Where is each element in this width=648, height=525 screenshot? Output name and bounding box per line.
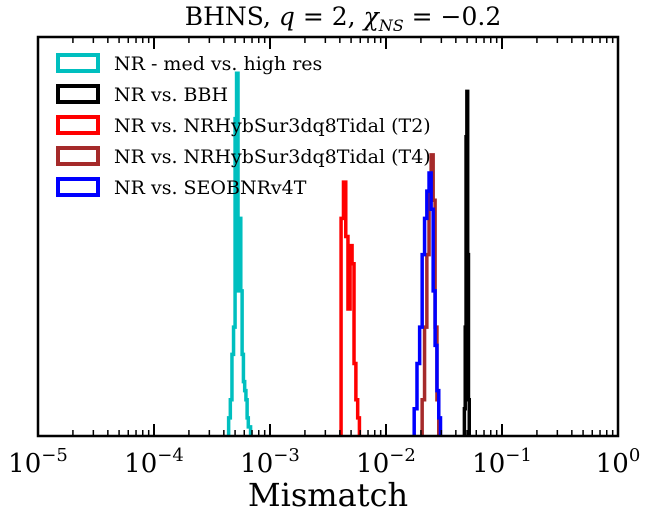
legend-label: NR vs. NRHybSur3dq8Tidal (T2) bbox=[114, 115, 431, 137]
x-tick-label: 100 bbox=[596, 445, 641, 479]
histogram-series-1 bbox=[462, 89, 471, 436]
histogram-series-0 bbox=[226, 71, 253, 436]
legend-swatch bbox=[56, 115, 100, 135]
histogram-series-2 bbox=[339, 180, 362, 436]
x-tick-label: 10−3 bbox=[240, 445, 300, 479]
x-tick-labels: 10−5 10−4 10−3 10−2 10−1 100 bbox=[8, 445, 640, 479]
plot-frame bbox=[36, 35, 620, 438]
legend-label: NR vs. NRHybSur3dq8Tidal (T4) bbox=[114, 146, 431, 168]
legend-swatch bbox=[56, 146, 100, 166]
x-tick-label: 10−5 bbox=[8, 445, 68, 479]
legend-label: NR - med vs. high res bbox=[114, 53, 322, 75]
legend-swatch bbox=[56, 177, 100, 197]
x-tick-label: 10−4 bbox=[124, 445, 184, 479]
legend: NR - med vs. high res NR vs. BBH NR vs. NR… bbox=[56, 53, 431, 199]
x-tick-label: 10−1 bbox=[472, 445, 532, 479]
plot-series-group bbox=[226, 71, 471, 436]
legend-label: NR vs. BBH bbox=[114, 84, 228, 106]
x-tick-label: 10−2 bbox=[356, 445, 416, 479]
chart-title: BHNS, q = 2, χNS = −0.2 bbox=[185, 2, 502, 35]
legend-label: NR vs. SEOBNRv4T bbox=[114, 177, 307, 199]
legend-swatch bbox=[56, 84, 100, 104]
x-axis-label: Mismatch bbox=[248, 476, 408, 514]
histogram-series-4 bbox=[412, 171, 443, 436]
legend-swatch bbox=[56, 53, 100, 73]
